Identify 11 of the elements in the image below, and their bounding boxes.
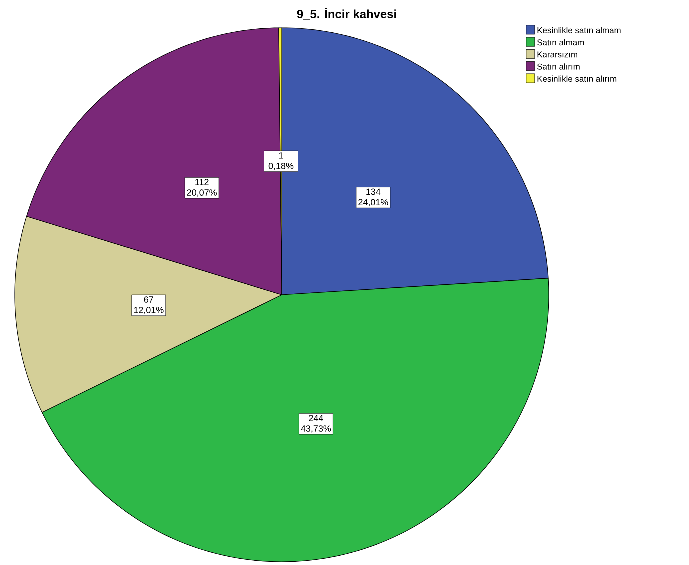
data-label: 67 12,01% [134, 296, 164, 314]
legend-label: Kesinlikle satın alırım [538, 76, 617, 82]
legend-label: Kararsızım [538, 52, 578, 58]
data-label: 112 20,07% [187, 179, 217, 197]
legend-label: Kesinlikle satın almam [538, 27, 621, 34]
data-label: 134 24,01% [358, 188, 388, 207]
chart-title: 9_5. İncir kahvesi [297, 8, 396, 20]
legend-label: Satın almam [537, 39, 584, 46]
data-label: 244 43,73% [301, 415, 332, 433]
data-label: 1 0,18% [268, 152, 294, 170]
legend-label: Satın alırım [537, 64, 580, 70]
